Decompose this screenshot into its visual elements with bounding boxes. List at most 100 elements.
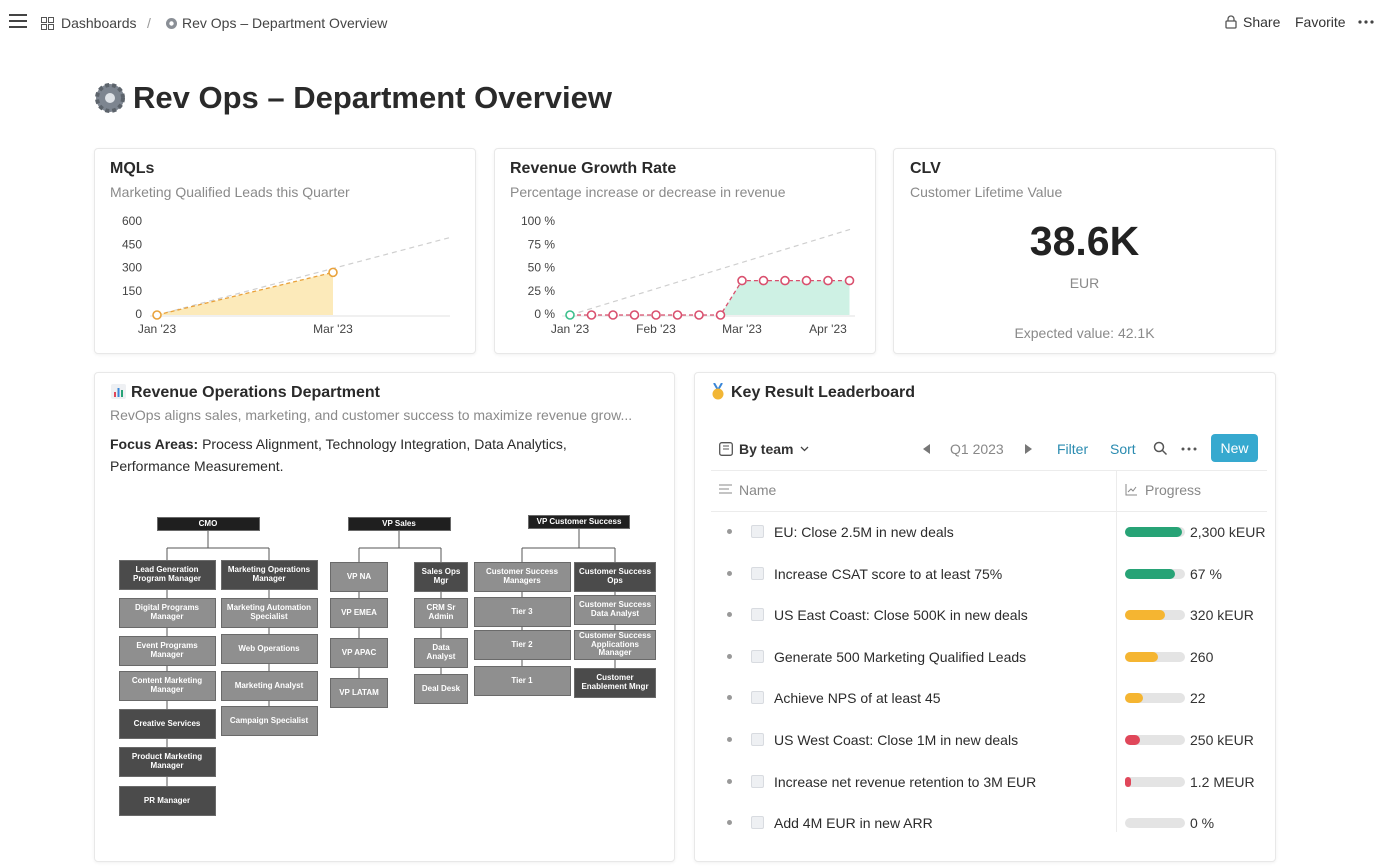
column-divider <box>1116 470 1117 832</box>
group-selector[interactable]: By team <box>739 441 794 457</box>
org-node: Deal Desk <box>414 674 468 704</box>
row-icon <box>751 816 764 830</box>
card-subtitle: Customer Lifetime Value <box>910 184 1063 200</box>
more-button[interactable] <box>1181 446 1197 452</box>
column-header[interactable]: Progress <box>1145 482 1202 498</box>
org-head: VP Sales <box>347 517 451 531</box>
lock-icon <box>1225 15 1237 29</box>
dashboard-icon <box>41 17 54 30</box>
row-icon <box>751 774 764 788</box>
board-icon <box>719 442 733 456</box>
org-node: Sales Ops Mgr <box>414 562 468 592</box>
filter-button[interactable]: Filter <box>1057 441 1089 457</box>
progress-label: 0 % <box>1190 815 1215 832</box>
bullet <box>727 820 732 826</box>
progress-icon <box>1125 484 1137 496</box>
progress-track <box>1125 693 1185 704</box>
org-node: Marketing Automation Specialist <box>220 598 318 628</box>
sort-button[interactable]: Sort <box>1110 441 1136 457</box>
progress-bar <box>1125 776 1131 787</box>
org-node: VP LATAM <box>330 678 388 708</box>
column-header[interactable]: Name <box>739 482 777 498</box>
clv-value: 38.6K <box>1029 218 1140 264</box>
breadcrumb-separator: / <box>147 15 151 31</box>
row-name[interactable]: Generate 500 Marketing Qualified Leads <box>774 648 1027 665</box>
focus-label: Focus Areas: <box>110 436 199 452</box>
org-node: Tier 2 <box>473 630 571 660</box>
org-node: Customer Success Ops <box>574 562 656 592</box>
progress-label: 320 kEUR <box>1190 607 1254 624</box>
card-title: MQLs <box>110 160 155 177</box>
progress-track <box>1125 735 1185 745</box>
row-icon <box>751 649 764 663</box>
card-subtitle: Percentage increase or decrease in reven… <box>510 184 786 200</box>
org-node: Data Analyst <box>414 638 468 668</box>
row-icon <box>751 691 764 705</box>
row-name[interactable]: US West Coast: Close 1M in new deals <box>774 732 1019 748</box>
clv-card <box>893 148 1276 354</box>
org-node: Event Programs Manager <box>118 636 216 666</box>
divider <box>711 511 1267 512</box>
focus-text: Process Alignment, Technology Integratio… <box>110 436 567 474</box>
org-node: Marketing Operations Manager <box>220 560 318 590</box>
org-node: Digital Programs Manager <box>118 598 216 628</box>
clv-unit: EUR <box>1069 275 1100 291</box>
card-subtitle: Marketing Qualified Leads this Quarter <box>110 184 350 200</box>
row-name[interactable]: Add 4M EUR in new ARR <box>774 815 933 832</box>
revenue-card <box>494 148 876 354</box>
bullet <box>727 529 732 534</box>
row-icon <box>751 733 764 746</box>
card-title: Revenue Operations Department <box>131 384 380 401</box>
new-button[interactable]: New <box>1211 434 1258 462</box>
org-head: VP Customer Success <box>528 515 630 529</box>
more-button[interactable] <box>1358 19 1374 25</box>
divider <box>711 470 1267 471</box>
row-name[interactable]: Achieve NPS of at least 45 <box>774 690 941 707</box>
row-name[interactable]: EU: Close 2.5M in new deals <box>774 524 954 540</box>
breadcrumb-link[interactable]: Dashboards <box>61 15 137 31</box>
clv-expected: Expected value: 42.1K <box>1014 325 1155 341</box>
org-node: Customer Success Applications Manager <box>574 630 656 660</box>
bullet <box>727 612 732 618</box>
next-button[interactable] <box>1025 444 1033 454</box>
period: Q1 2023 <box>950 441 1004 457</box>
menu-icon[interactable] <box>9 13 29 31</box>
org-node: Customer Success Data Analyst <box>574 595 656 625</box>
org-node: Lead Generation Program Manager <box>118 560 216 590</box>
card-description: RevOps aligns sales, marketing, and cust… <box>110 407 633 423</box>
page-title: Rev Ops – Department Overview <box>133 80 612 115</box>
org-node: Customer Success Managers <box>473 562 571 592</box>
row-icon <box>751 608 764 622</box>
progress-track <box>1125 818 1185 829</box>
progress-bar <box>1125 527 1182 537</box>
progress-bar <box>1125 568 1175 579</box>
org-node: Content Marketing Manager <box>118 671 216 701</box>
bullet <box>727 695 732 701</box>
org-node: Tier 1 <box>473 666 571 696</box>
row-name[interactable]: US East Coast: Close 500K in new deals <box>774 607 1028 624</box>
progress-label: 1.2 MEUR <box>1190 773 1255 790</box>
progress-label: 22 <box>1190 690 1206 707</box>
progress-track <box>1125 776 1185 787</box>
prev-button[interactable] <box>923 444 931 454</box>
row-icon <box>751 566 764 580</box>
search-button[interactable] <box>1153 441 1168 456</box>
title-gear-icon <box>95 83 125 113</box>
org-node: Marketing Analyst <box>220 671 318 701</box>
progress-bar <box>1125 610 1166 621</box>
org-node: VP EMEA <box>330 598 388 628</box>
breadcrumb-page[interactable]: Rev Ops – Department Overview <box>182 15 388 31</box>
card-title: Key Result Leaderboard <box>731 384 916 401</box>
bullet <box>727 778 732 784</box>
progress-label: 250 kEUR <box>1190 732 1254 748</box>
row-name[interactable]: Increase CSAT score to at least 75% <box>774 565 1003 582</box>
text-icon <box>719 484 732 494</box>
org-node: PR Manager <box>118 786 216 816</box>
share-button[interactable]: Share <box>1243 14 1281 30</box>
progress-label: 2,300 kEUR <box>1190 524 1266 540</box>
favorite-button[interactable]: Favorite <box>1295 14 1346 30</box>
progress-label: 67 % <box>1190 565 1222 582</box>
card-title: CLV <box>910 160 941 177</box>
row-name[interactable]: Increase net revenue retention to 3M EUR <box>774 773 1037 790</box>
org-node: Tier 3 <box>473 597 571 627</box>
